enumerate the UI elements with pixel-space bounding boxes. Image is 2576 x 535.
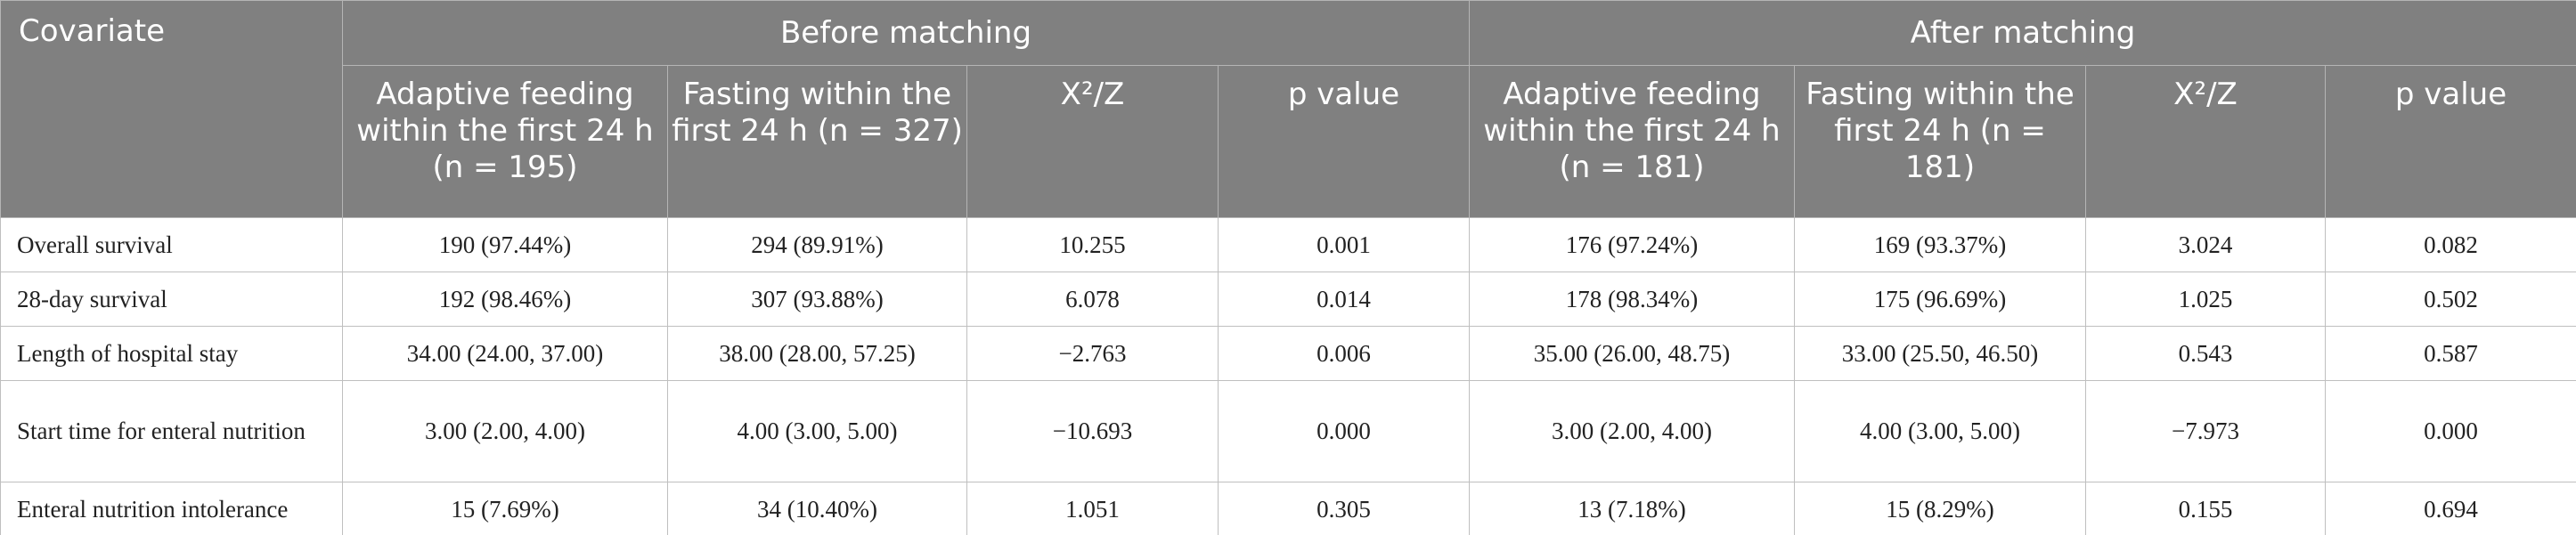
cell: 35.00 (26.00, 48.75) bbox=[1469, 326, 1796, 381]
column-header: Adaptive feeding within the first 24 h (… bbox=[1469, 65, 1796, 218]
cell: 0.502 bbox=[2325, 272, 2576, 327]
cell: 175 (96.69%) bbox=[1794, 272, 2087, 327]
cell: 0.155 bbox=[2085, 482, 2327, 535]
column-header: X²/Z bbox=[966, 65, 1219, 218]
cell: 33.00 (25.50, 46.50) bbox=[1794, 326, 2087, 381]
cell: 0.587 bbox=[2325, 326, 2576, 381]
cell: 1.051 bbox=[966, 482, 1219, 535]
cell: 4.00 (3.00, 5.00) bbox=[1794, 380, 2087, 482]
cell: 6.078 bbox=[966, 272, 1219, 327]
column-header: Adaptive feeding within the first 24 h (… bbox=[342, 65, 668, 218]
cell: −10.693 bbox=[966, 380, 1219, 482]
column-header: p value bbox=[2325, 65, 2576, 218]
cell: 4.00 (3.00, 5.00) bbox=[667, 380, 967, 482]
cell: 192 (98.46%) bbox=[342, 272, 668, 327]
cell: 190 (97.44%) bbox=[342, 217, 668, 272]
row-label: Length of hospital stay bbox=[0, 326, 343, 381]
group-header: After matching bbox=[1469, 0, 2576, 66]
cell: 3.00 (2.00, 4.00) bbox=[1469, 380, 1796, 482]
group-header: Before matching bbox=[341, 0, 1471, 66]
cell: 178 (98.34%) bbox=[1469, 272, 1796, 327]
cell: 13 (7.18%) bbox=[1469, 482, 1796, 535]
cell: 34.00 (24.00, 37.00) bbox=[342, 326, 668, 381]
corner-header: Covariate bbox=[0, 0, 343, 218]
cell: 15 (7.69%) bbox=[342, 482, 668, 535]
cell: 0.543 bbox=[2085, 326, 2327, 381]
row-label: Enteral nutrition intolerance bbox=[0, 482, 343, 535]
cell: 0.000 bbox=[1217, 380, 1471, 482]
cell: 176 (97.24%) bbox=[1469, 217, 1796, 272]
table-row: Start time for enteral nutrition 3.00 (2.… bbox=[0, 380, 2576, 482]
column-header: Fasting within the first 24 h (n = 181) bbox=[1794, 65, 2087, 218]
cell: 294 (89.91%) bbox=[667, 217, 967, 272]
cell: 0.014 bbox=[1217, 272, 1471, 327]
table-row: 28-day survival 192 (98.46%) 307 (93.88%) 6… bbox=[0, 272, 2576, 327]
cell: 3.00 (2.00, 4.00) bbox=[342, 380, 668, 482]
cell: 0.006 bbox=[1217, 326, 1471, 381]
column-header: X²/Z bbox=[2085, 65, 2327, 218]
cell: −2.763 bbox=[966, 326, 1219, 381]
cell: 1.025 bbox=[2085, 272, 2327, 327]
table-row: Overall survival 190 (97.44%) 294 (89.91%)… bbox=[0, 217, 2576, 272]
cell: 0.001 bbox=[1217, 217, 1471, 272]
cell: 0.082 bbox=[2325, 217, 2576, 272]
cell: 34 (10.40%) bbox=[667, 482, 967, 535]
cell: 169 (93.37%) bbox=[1794, 217, 2087, 272]
table-row: Enteral nutrition intolerance 15 (7.69%) 3… bbox=[0, 482, 2576, 535]
cell: 3.024 bbox=[2085, 217, 2327, 272]
cell: 0.694 bbox=[2325, 482, 2576, 535]
cell: −7.973 bbox=[2085, 380, 2327, 482]
cell: 0.305 bbox=[1217, 482, 1471, 535]
cell: 307 (93.88%) bbox=[667, 272, 967, 327]
cell: 10.255 bbox=[966, 217, 1219, 272]
cell: 15 (8.29%) bbox=[1794, 482, 2087, 535]
column-header: p value bbox=[1217, 65, 1471, 218]
row-label: Overall survival bbox=[0, 217, 343, 272]
cell: 38.00 (28.00, 57.25) bbox=[667, 326, 967, 381]
row-label: 28-day survival bbox=[0, 272, 343, 327]
row-label: Start time for enteral nutrition bbox=[0, 380, 343, 482]
cell: 0.000 bbox=[2325, 380, 2576, 482]
column-header: Fasting within the first 24 h (n = 327) bbox=[667, 65, 967, 218]
table-row: Length of hospital stay 34.00 (24.00, 37.… bbox=[0, 326, 2576, 381]
